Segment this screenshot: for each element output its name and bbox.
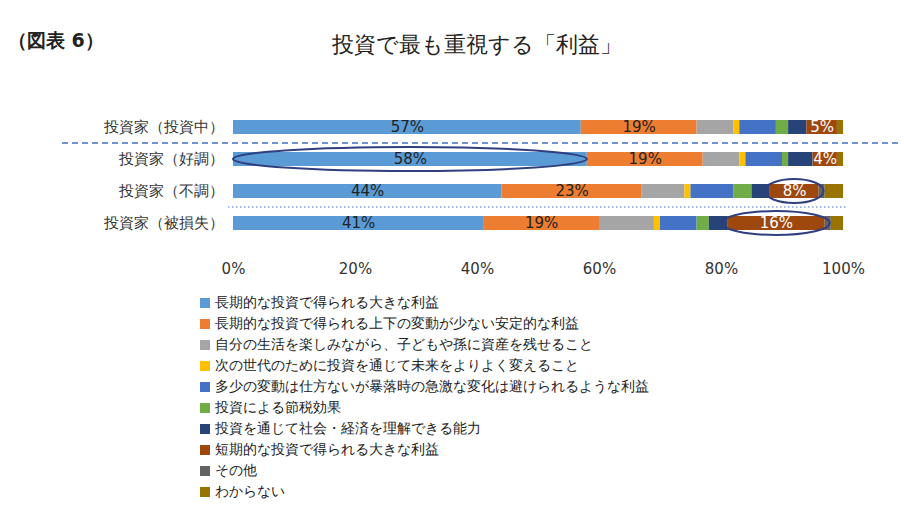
html-text:長期的な投資で得られる上下の変動が少ない安定的な利益: 長期的な投資で得られる上下の変動が少ない安定的な利益 [215,315,579,331]
svg-text:19%: 19% [629,150,662,168]
html-text:長期的な投資で得られる大きな利益: 長期的な投資で得られる大きな利益 [215,294,439,310]
html-text:次の世代のために投資を通じて未来をよりよく変えること: 次の世代のために投資を通じて未来をよりよく変えること [215,357,579,373]
html-text:自分の生活を楽しみながら、子どもや孫に資産を残せること: 自分の生活を楽しみながら、子どもや孫に資産を残せること [215,336,593,352]
html-text:投資を通じて社会・経済を理解できる能力: 投資を通じて社会・経済を理解できる能力 [215,420,481,436]
svg-text:0%: 0% [222,260,246,278]
html-text:その他: その他 [215,462,257,478]
svg-text:23%: 23% [555,182,588,200]
svg-text:19%: 19% [525,214,558,232]
html-text:投資で最も重視する「利益」: 投資で最も重視する「利益」 [332,32,622,57]
svg-text:4%: 4% [813,150,837,168]
html-text:多少の変動は仕方ないが暴落時の急激な変化は避けられるような利: 多少の変動は仕方ないが暴落時の急激な変化は避けられるような利益 [215,378,649,394]
html-text:短期的な投資で得られる大きな利益: 短期的な投資で得られる大きな利益 [215,441,439,457]
svg-text:19%: 19% [622,118,655,136]
html-text:わからない: わからない [215,483,285,499]
svg-text:投資家（投資中）: 投資家（投資中） [103,118,224,136]
svg-text:80%: 80% [705,260,738,278]
svg-text:20%: 20% [339,260,372,278]
svg-text:投資家（被損失）: 投資家（被損失） [103,214,224,232]
svg-text:100%: 100% [822,260,865,278]
svg-text:投資家（不調）: 投資家（不調） [118,182,224,200]
svg-text:投資家（好調）: 投資家（好調） [118,150,224,168]
svg-text:8%: 8% [783,182,807,200]
html-text:（図表 6）: （図表 6） [8,29,104,51]
svg-text:40%: 40% [461,260,494,278]
svg-text:60%: 60% [583,260,616,278]
svg-text:58%: 58% [394,150,427,168]
svg-text:41%: 41% [342,214,375,232]
svg-text:5%: 5% [810,118,834,136]
svg-text:16%: 16% [760,214,793,232]
html-text:投資による節税効果: 投資による節税効果 [215,399,341,415]
svg-text:44%: 44% [351,182,384,200]
svg-text:57%: 57% [391,118,424,136]
